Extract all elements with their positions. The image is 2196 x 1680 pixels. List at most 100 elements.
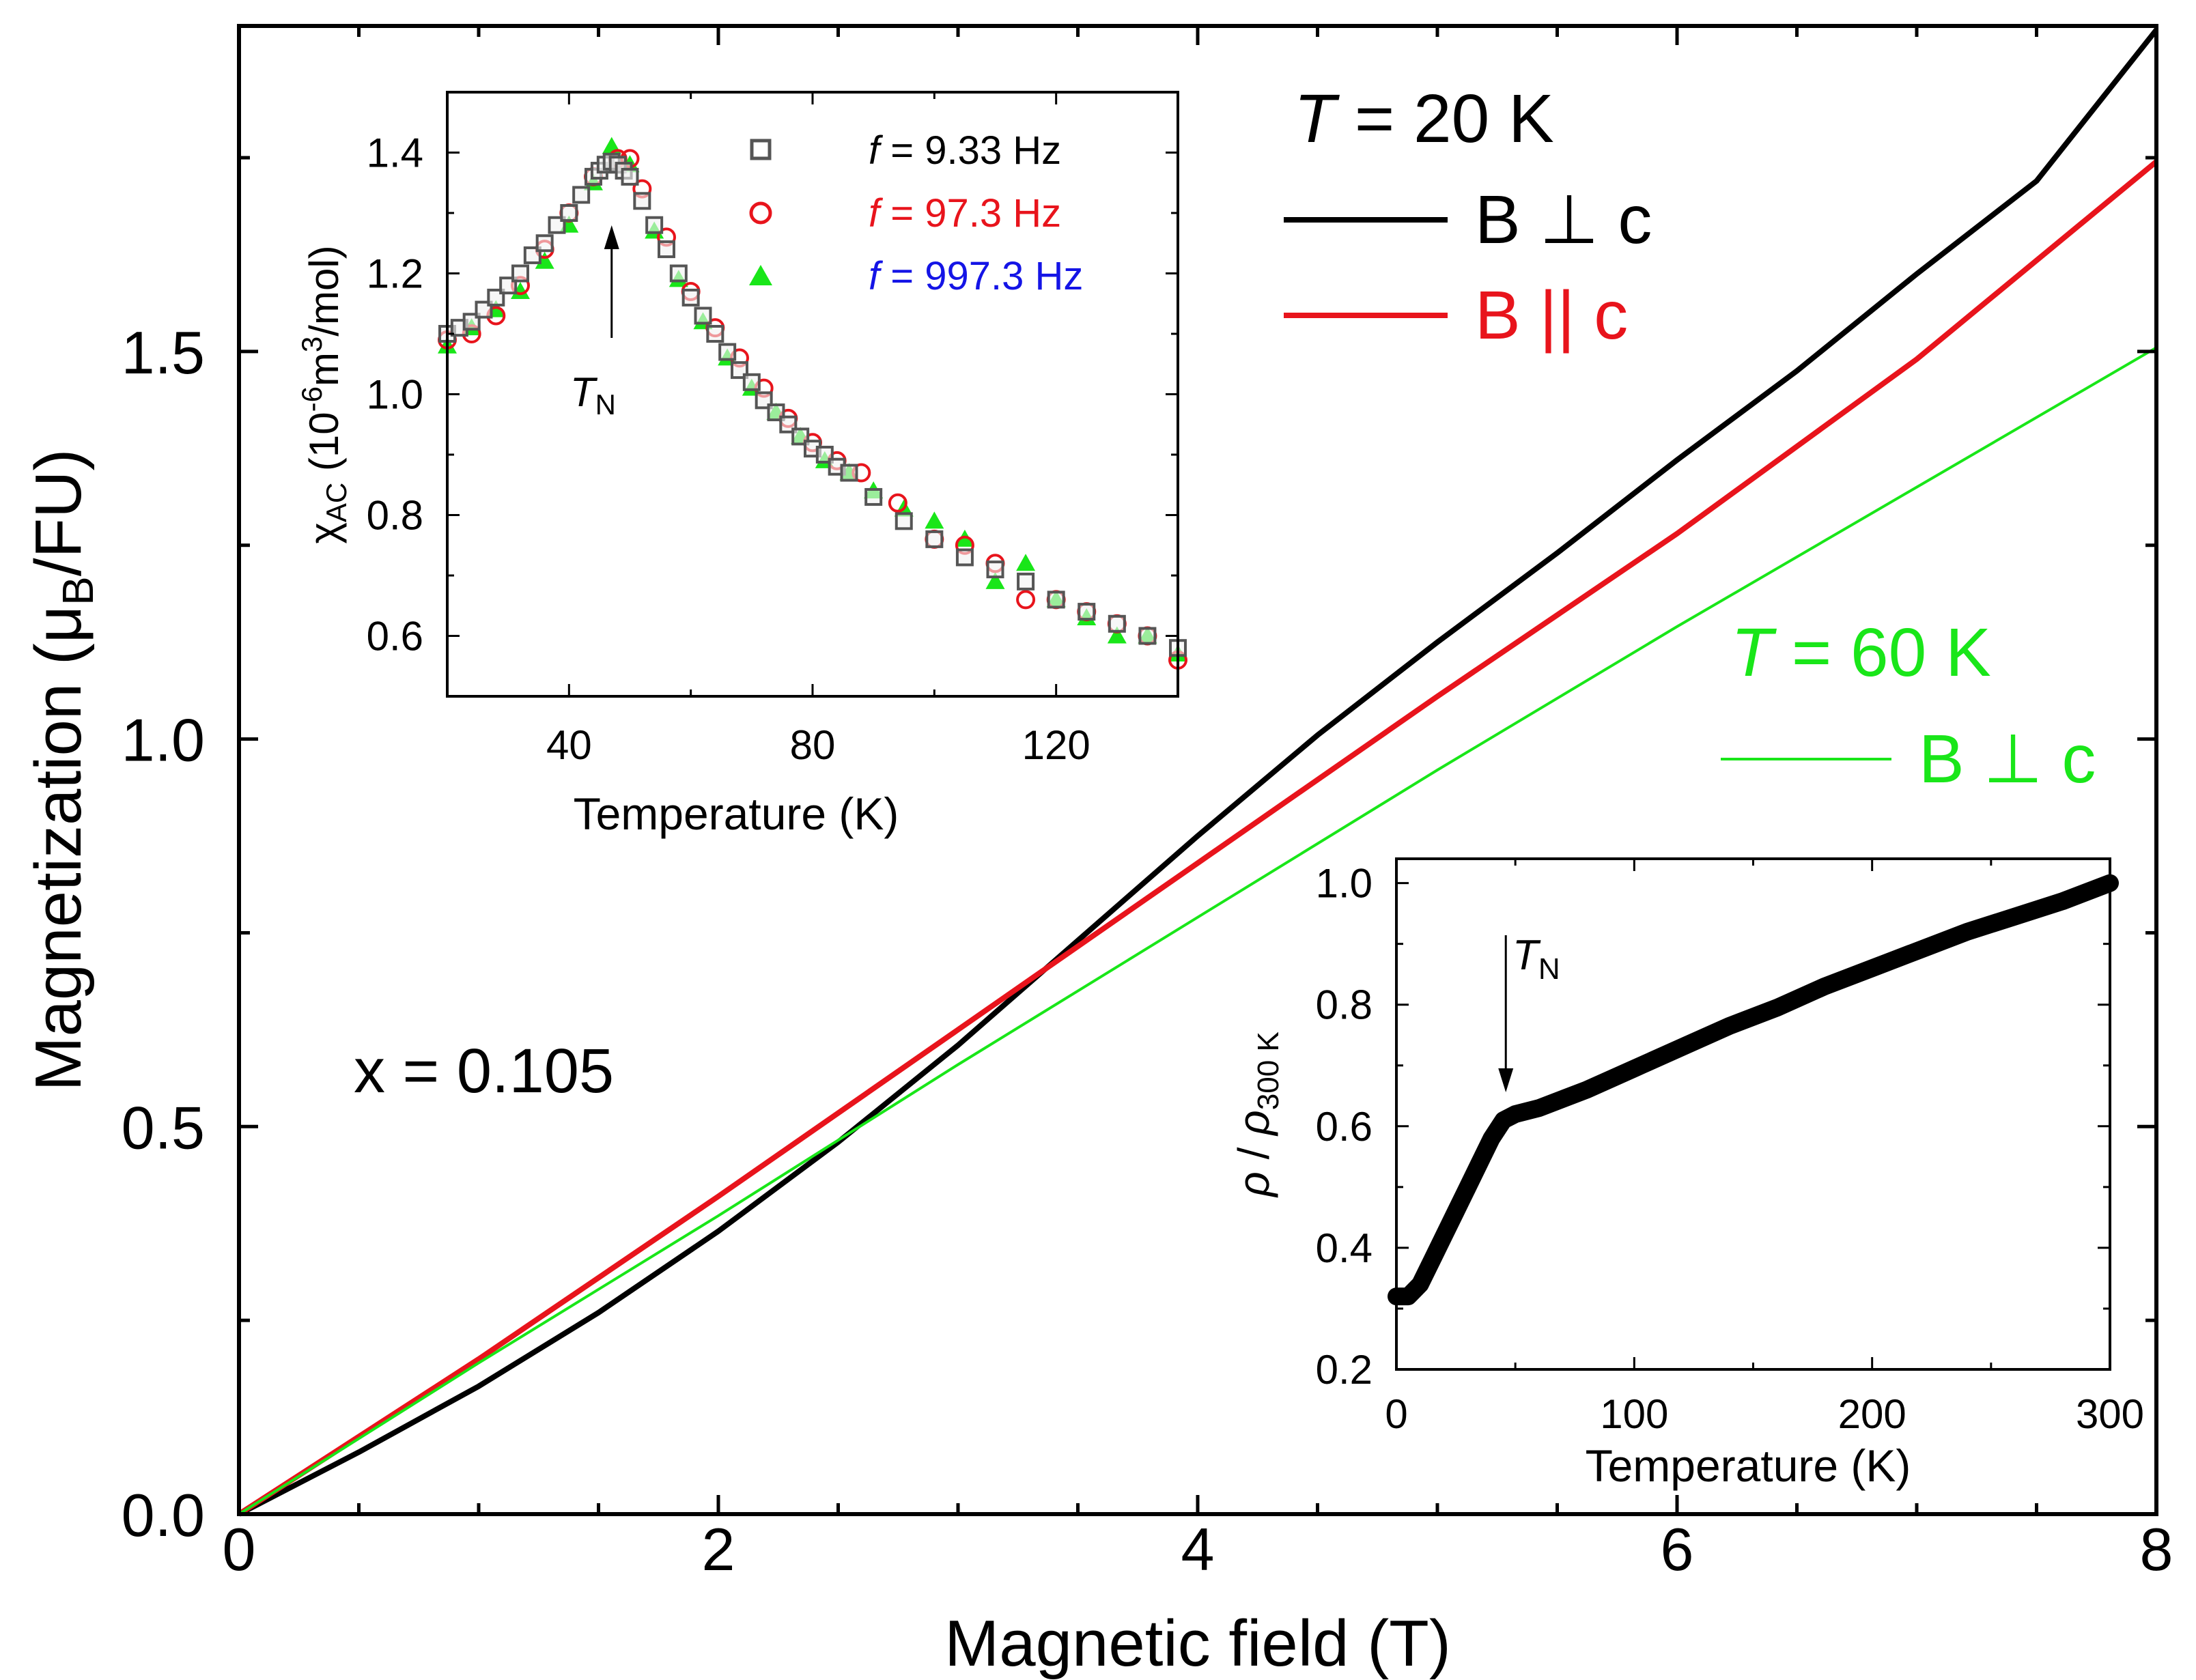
main-y-tick-label: 1.0: [122, 707, 205, 774]
ac-marker-triangle: [925, 511, 944, 529]
inset-rho-tn-var: T: [1512, 932, 1541, 979]
ac-marker-triangle: [985, 571, 1005, 589]
ac-marker-square: [511, 264, 529, 283]
main-series-line-1: [237, 159, 2158, 1517]
ac-y-tick-label: 1.0: [367, 372, 423, 418]
ac-marker-square: [864, 487, 883, 506]
ac-marker-square: [1078, 603, 1096, 621]
inset-ac-y-label-tail: /mol): [301, 245, 347, 336]
legend-97-3hz-value: = 97.3 Hz: [879, 191, 1061, 236]
inset-ac-x-axis-label: Temperature (K): [574, 788, 899, 839]
ac-marker-square: [840, 464, 858, 482]
ac-marker-square: [718, 343, 737, 361]
ac-x-tick-label: 80: [790, 722, 836, 768]
main-y-label-sub: B: [53, 576, 102, 606]
ac-marker-square: [955, 548, 974, 567]
ac-marker-square: [645, 216, 664, 234]
inset-resistivity: 0 100 200 300 0.2 0.4 0.6 0.8 1.0 Temperature (…: [1229, 857, 2144, 1491]
main-y-tick-label: 0.0: [122, 1481, 205, 1549]
rho-x-tick-label: 200: [1838, 1391, 1906, 1437]
rho-y-tick-label: 0.4: [1316, 1225, 1372, 1271]
inset-rho-y-label-sep: /: [1229, 1135, 1278, 1171]
main-y-tick-label: 0.5: [122, 1094, 205, 1161]
ac-x-tick-label: 120: [1022, 722, 1090, 768]
main-series-line-2: [238, 346, 2158, 1515]
main-series-line-0: [238, 28, 2159, 1517]
inset-rho-tn-sub: N: [1538, 952, 1560, 986]
legend-marker-circle: [749, 201, 772, 225]
inset-ac-tn-label: TN: [570, 369, 616, 421]
sample-composition-label: x = 0.105: [354, 1036, 614, 1106]
ac-marker-square: [895, 512, 913, 530]
legend-label-perp-20k: B ⊥ c: [1475, 182, 1652, 258]
main-y-tick-labels: 0.0 0.5 1.0 1.5: [122, 319, 205, 1549]
ac-marker-triangle: [1107, 626, 1127, 644]
ac-marker-square: [658, 240, 675, 259]
ac-marker-square: [621, 167, 639, 186]
main-x-tick-label: 4: [1181, 1515, 1215, 1583]
ac-x-tick-label: 40: [546, 722, 592, 768]
main-x-tick-labels: 0 2 4 6 8: [223, 1515, 2173, 1583]
ac-y-tick-label: 0.6: [367, 614, 423, 659]
ac-marker-square: [633, 192, 651, 210]
ac-marker-circle: [888, 493, 907, 513]
rho-y-tick-label: 0.2: [1316, 1347, 1372, 1393]
inset-ac-markers: [438, 137, 1187, 670]
inset-ac-x-tick-labels: 40 80 120: [546, 722, 1090, 768]
inset-ac-y-label-exp: -6: [296, 386, 328, 412]
ac-marker-square: [706, 325, 724, 343]
ac-marker-square: [1108, 614, 1126, 633]
inset-ac-y-label-rest: (10: [301, 412, 347, 482]
main-x-tick-label: 8: [2140, 1515, 2173, 1583]
main-ticks: [237, 26, 2158, 1516]
ac-marker-square: [1047, 590, 1065, 609]
rho-y-tick-label: 1.0: [1316, 861, 1372, 907]
rho-x-tick-label: 0: [1385, 1391, 1407, 1437]
inset-rho-tn-label: TN: [1512, 932, 1560, 986]
inset-ac-y-label-unit: m: [301, 352, 347, 386]
temperature-20k-value: = 20 K: [1336, 81, 1554, 157]
ac-marker-square: [572, 186, 591, 204]
ac-marker-square: [535, 234, 554, 253]
temperature-60k-label: T = 60 K: [1731, 614, 1991, 691]
inset-rho-ticks: [1395, 859, 2111, 1371]
inset-ac-frame: [446, 91, 1179, 698]
ac-marker-square: [925, 530, 944, 548]
ac-marker-circle: [1016, 590, 1036, 610]
inset-ac-susceptibility: 40 80 120 0.60.81.01.21.4 Temperature (K) …: [296, 91, 1187, 839]
temperature-20k-label: T = 20 K: [1294, 81, 1554, 157]
temperature-60k-var: T: [1731, 614, 1777, 691]
legend-label-perp-60k: B ⊥ c: [1919, 721, 2096, 797]
main-y-tick-label: 1.5: [122, 319, 205, 386]
temperature-60k-value: = 60 K: [1773, 614, 1991, 691]
inset-rho-y-label-sub: 300 K: [1252, 1031, 1285, 1110]
ac-marker-square: [681, 288, 700, 307]
ac-marker-square: [669, 264, 688, 283]
rho-x-tick-label: 100: [1600, 1391, 1668, 1437]
main-y-label-tail: /FU): [22, 449, 95, 577]
inset-rho-y-label-rho2: ρ: [1229, 1110, 1278, 1137]
inset-ac-tn-arrow-head: [604, 225, 619, 249]
ac-y-tick-label: 0.8: [367, 493, 423, 539]
inset-rho-y-tick-labels: 0.2 0.4 0.6 0.8 1.0: [1316, 861, 1372, 1393]
inset-rho-x-axis-label: Temperature (K): [1586, 1440, 1911, 1491]
legend-label-97-3hz: f = 97.3 Hz: [869, 191, 1061, 236]
main-y-axis-label: Magnetization (μB/FU): [22, 449, 102, 1092]
inset-ac-tn-sub: N: [595, 388, 616, 421]
inset-ac-y-label-chi: χ: [301, 522, 347, 544]
inset-ac-y-tick-labels: 0.6 0.8 1.0 1.2 1.4: [367, 130, 423, 659]
inset-ac-tn-var: T: [570, 369, 598, 415]
legend-label-9-33hz: f = 9.33 Hz: [869, 128, 1061, 173]
ac-marker-square: [560, 204, 578, 222]
rho-y-tick-label: 0.6: [1316, 1104, 1372, 1150]
inset-ac-y-axis-label: χAC (10-6m3/mol): [296, 245, 352, 543]
rho-x-tick-label: 300: [2076, 1391, 2144, 1437]
ac-marker-square: [1138, 627, 1157, 645]
main-chart: 0 2 4 6 8 0.0 0.5 1.0 1.5 Magnetic field (T) Ma…: [22, 24, 2173, 1680]
ac-marker-triangle: [535, 251, 554, 269]
ac-marker-triangle: [511, 282, 530, 300]
inset-ac-ticks: [446, 91, 1179, 698]
ac-y-tick-label: 1.2: [367, 251, 423, 297]
inset-rho-tn-arrow-head: [1498, 1068, 1514, 1092]
